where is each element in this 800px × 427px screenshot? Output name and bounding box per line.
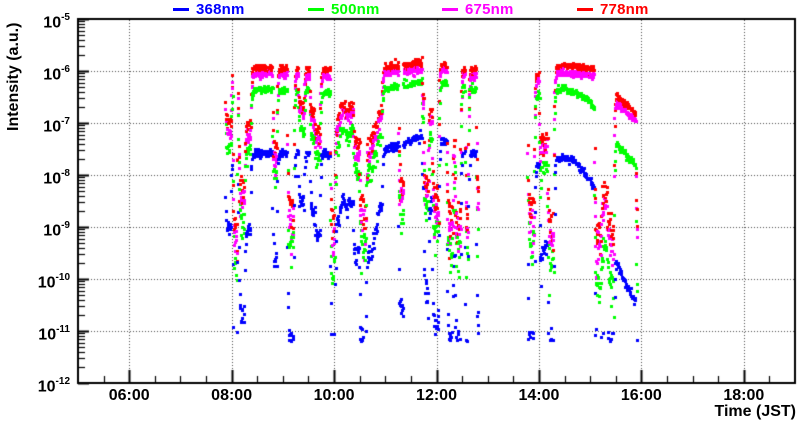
legend-item-675nm: 675nm xyxy=(442,1,514,18)
y-tick-label: 10-9 xyxy=(43,220,70,240)
legend-label-675nm: 675nm xyxy=(465,1,514,18)
y-tick-label: 10-12 xyxy=(37,376,70,396)
x-tick-label: 06:00 xyxy=(108,387,150,404)
legend-swatch-675nm xyxy=(442,8,458,11)
legend-swatch-368nm xyxy=(173,8,189,11)
y-tick-label: 10-7 xyxy=(43,116,70,136)
legend-label-500nm: 500nm xyxy=(331,1,380,18)
legend-swatch-500nm xyxy=(308,8,324,11)
y-tick-label: 10-10 xyxy=(37,272,70,292)
x-tick-label: 16:00 xyxy=(620,387,662,404)
y-tick-label: 10-11 xyxy=(38,324,70,344)
y-tick-label: 10-8 xyxy=(43,168,70,188)
x-tick-label: 08:00 xyxy=(211,387,253,404)
legend-item-500nm: 500nm xyxy=(308,1,380,18)
legend-swatch-778nm xyxy=(577,8,593,11)
legend-item-778nm: 778nm xyxy=(577,1,649,18)
legend-item-368nm: 368nm xyxy=(173,1,245,18)
y-tick-label: 10-6 xyxy=(43,64,70,84)
x-tick-label: 10:00 xyxy=(313,387,355,404)
legend-label-778nm: 778nm xyxy=(600,1,649,18)
x-axis-title: Time (JST) xyxy=(714,403,797,420)
x-tick-label: 12:00 xyxy=(416,387,457,404)
legend-label-368nm: 368nm xyxy=(196,1,245,18)
x-tick-label: 18:00 xyxy=(723,387,765,404)
x-tick-label: 14:00 xyxy=(518,387,560,404)
y-tick-label: 10-5 xyxy=(43,12,70,32)
